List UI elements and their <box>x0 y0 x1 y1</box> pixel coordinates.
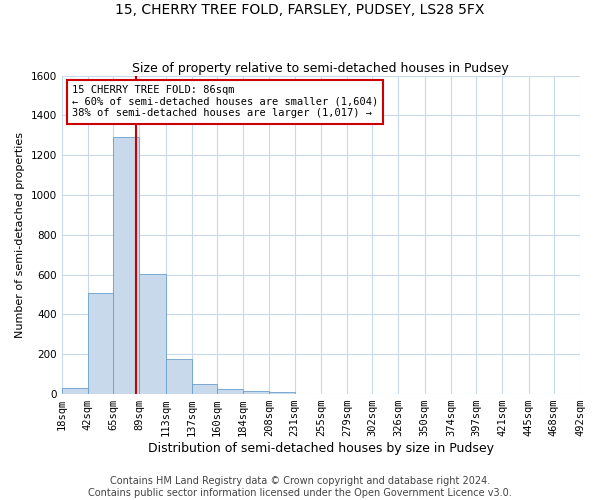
Title: Size of property relative to semi-detached houses in Pudsey: Size of property relative to semi-detach… <box>133 62 509 74</box>
Bar <box>88 292 113 394</box>
Text: Contains HM Land Registry data © Crown copyright and database right 2024.
Contai: Contains HM Land Registry data © Crown c… <box>88 476 512 498</box>
Bar <box>166 360 192 394</box>
Bar <box>113 138 139 394</box>
Bar <box>192 384 217 394</box>
Bar <box>62 388 88 394</box>
Y-axis label: Number of semi-detached properties: Number of semi-detached properties <box>15 132 25 338</box>
Bar <box>269 392 295 394</box>
Text: 15, CHERRY TREE FOLD, FARSLEY, PUDSEY, LS28 5FX: 15, CHERRY TREE FOLD, FARSLEY, PUDSEY, L… <box>115 2 485 16</box>
X-axis label: Distribution of semi-detached houses by size in Pudsey: Distribution of semi-detached houses by … <box>148 442 494 455</box>
Bar <box>217 389 243 394</box>
Bar <box>139 274 166 394</box>
Bar <box>243 391 269 394</box>
Text: 15 CHERRY TREE FOLD: 86sqm
← 60% of semi-detached houses are smaller (1,604)
38%: 15 CHERRY TREE FOLD: 86sqm ← 60% of semi… <box>72 85 378 118</box>
